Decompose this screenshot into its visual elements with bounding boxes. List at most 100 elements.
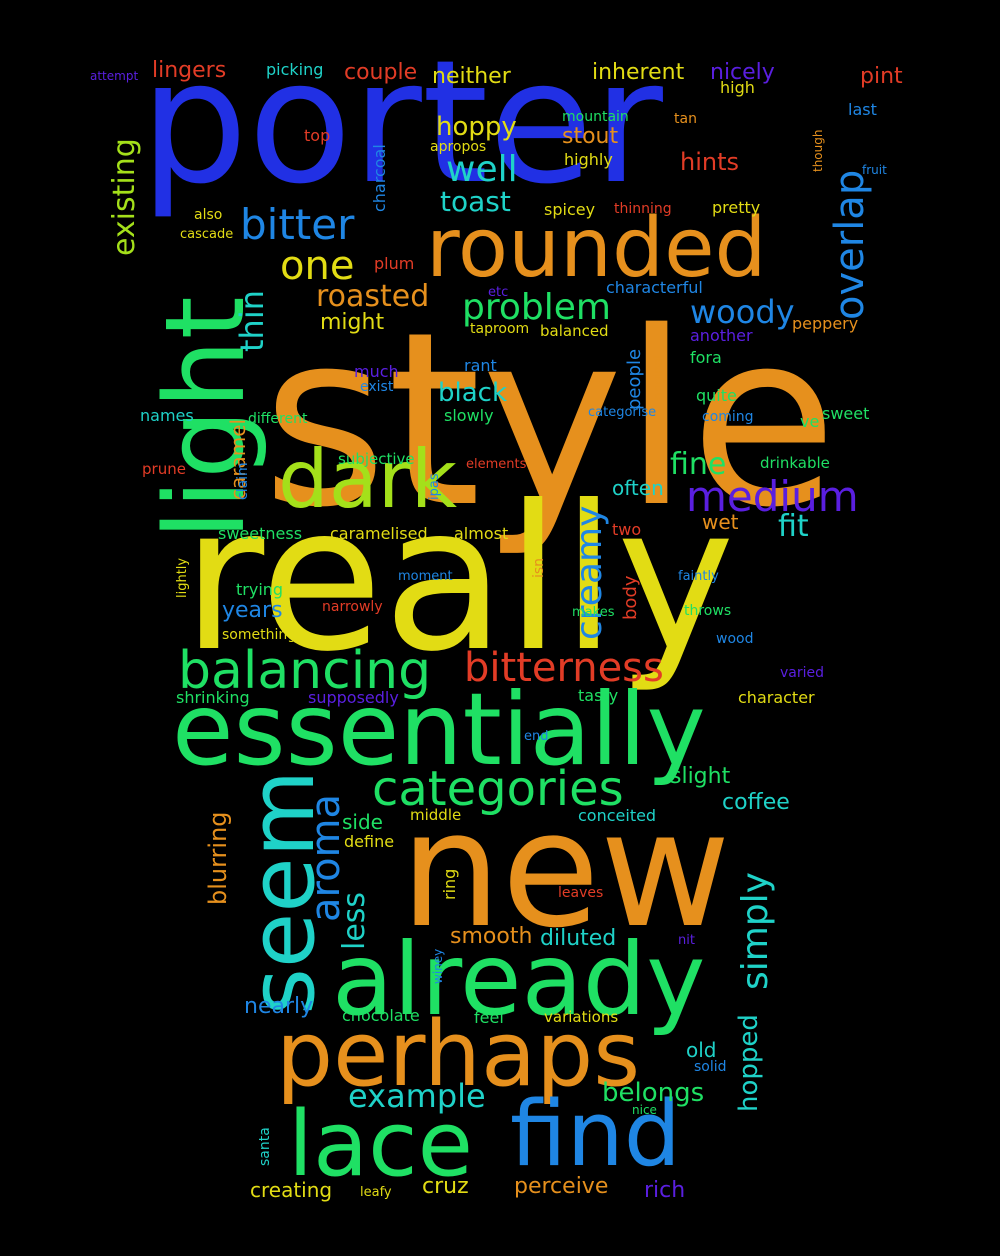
word-tan: tan <box>674 111 697 127</box>
word-sweet: sweet <box>822 404 870 423</box>
word-might: might <box>320 310 385 335</box>
word-different: different <box>248 411 308 427</box>
word-medium: medium <box>686 472 859 521</box>
word-end: end <box>524 729 549 744</box>
word-conceited: conceited <box>578 806 657 825</box>
word-body: body <box>620 575 641 620</box>
word-plum: plum <box>374 254 415 273</box>
word-rant: rant <box>464 356 497 375</box>
word-years: years <box>222 598 283 623</box>
word-shrinking: shrinking <box>176 688 250 707</box>
word-balanced: balanced <box>540 322 609 340</box>
word-though: though <box>811 129 825 172</box>
word-winey: winey <box>431 948 445 984</box>
word-elements: elements <box>466 457 527 472</box>
word-ve: ve <box>800 412 820 431</box>
word-style: style <box>262 280 838 560</box>
word-ring: ring <box>440 868 459 900</box>
word-porter: porter <box>140 24 663 222</box>
word-original: original <box>651 355 665 400</box>
word-middle: middle <box>410 806 462 824</box>
word-lightly: lightly <box>175 557 190 598</box>
word-apropos: apropos <box>430 139 487 155</box>
word-cascade: cascade <box>180 227 234 242</box>
word-hoppy: hoppy <box>436 112 517 142</box>
word-pint: pint <box>860 64 903 89</box>
word-smooth: smooth <box>450 924 533 949</box>
word-essentially: essentially <box>172 671 706 788</box>
word-one: one <box>280 243 355 289</box>
word-variations: variations <box>544 1008 619 1026</box>
word-less: less <box>337 891 372 950</box>
word-feel: feel <box>474 1008 504 1027</box>
word-slowly: slowly <box>444 406 494 425</box>
word-faintly: faintly <box>678 569 719 584</box>
word-dark: dark <box>278 433 458 526</box>
word-high: high <box>720 78 755 97</box>
word-already: already <box>332 921 706 1038</box>
word-last: last <box>848 100 877 119</box>
word-categories: categories <box>372 761 624 817</box>
word-simply: simply <box>735 872 776 990</box>
word-people: people <box>624 348 645 410</box>
word-narrowly: narrowly <box>322 599 383 615</box>
word-rich: rich <box>644 1178 686 1203</box>
word-subjective: subjective <box>338 450 415 468</box>
word-trying: trying <box>236 580 284 599</box>
word-blurring: blurring <box>204 811 232 905</box>
word-hints: hints <box>680 148 740 176</box>
word-bitter: bitter <box>240 200 355 249</box>
word-fit: fit <box>778 509 809 544</box>
word-problem: problem <box>462 287 611 328</box>
word-caramelised: caramelised <box>330 524 428 543</box>
word-fine: fine <box>670 447 727 482</box>
word-tasty: tasty <box>578 686 619 705</box>
word-thinning: thinning <box>614 201 672 217</box>
word-ipas: ipas <box>427 473 442 500</box>
word-toast: toast <box>440 185 511 218</box>
word-fora: fora <box>690 348 722 367</box>
word-roasted: roasted <box>316 279 430 314</box>
word-lingers: lingers <box>152 58 227 83</box>
word-chocolate: chocolate <box>342 1006 420 1025</box>
word-perhaps: perhaps <box>276 1002 641 1107</box>
word-taproom: taproom <box>470 321 530 337</box>
word-inherent: inherent <box>592 60 685 85</box>
word-nicely: nicely <box>710 60 775 85</box>
word-pretty: pretty <box>712 198 761 217</box>
word-prune: prune <box>142 460 186 478</box>
word-new: new <box>400 776 731 963</box>
word-almost: almost <box>454 524 509 543</box>
word-varied: varied <box>780 665 825 681</box>
word-hopped: hopped <box>734 1014 764 1112</box>
word-stout: stout <box>562 124 619 149</box>
word-coffee: coffee <box>722 790 790 815</box>
word-peppery: peppery <box>792 314 859 333</box>
word-coming: coming <box>702 409 754 425</box>
word-leafy: leafy <box>360 1185 392 1200</box>
word-balancing: balancing <box>178 641 432 701</box>
word-example: example <box>348 1077 486 1115</box>
word-creating: creating <box>250 1178 333 1202</box>
word-isn: isn <box>531 557 547 578</box>
word-claim: claim <box>235 462 251 500</box>
word-mountain: mountain <box>562 109 629 125</box>
word-slight: slight <box>670 764 731 789</box>
word-quite: quite <box>696 386 737 405</box>
word-something: something <box>222 627 297 643</box>
word-categorise: categorise <box>588 405 657 420</box>
word-lace: lace <box>288 1092 474 1197</box>
word-fruit: fruit <box>862 163 887 177</box>
word-bitterness: bitterness <box>464 645 664 691</box>
word-solid: solid <box>694 1059 727 1075</box>
word-much: much <box>354 362 399 381</box>
word-well: well <box>446 149 518 190</box>
word-character: character <box>738 688 815 707</box>
word-leaves: leaves <box>558 885 604 901</box>
word-moment: moment <box>398 569 453 584</box>
word-old: old <box>686 1038 717 1062</box>
word-cruz: cruz <box>422 1174 469 1199</box>
word-names: names <box>140 406 194 425</box>
word-throws: throws <box>684 603 732 619</box>
word-makes: makes <box>572 605 615 620</box>
